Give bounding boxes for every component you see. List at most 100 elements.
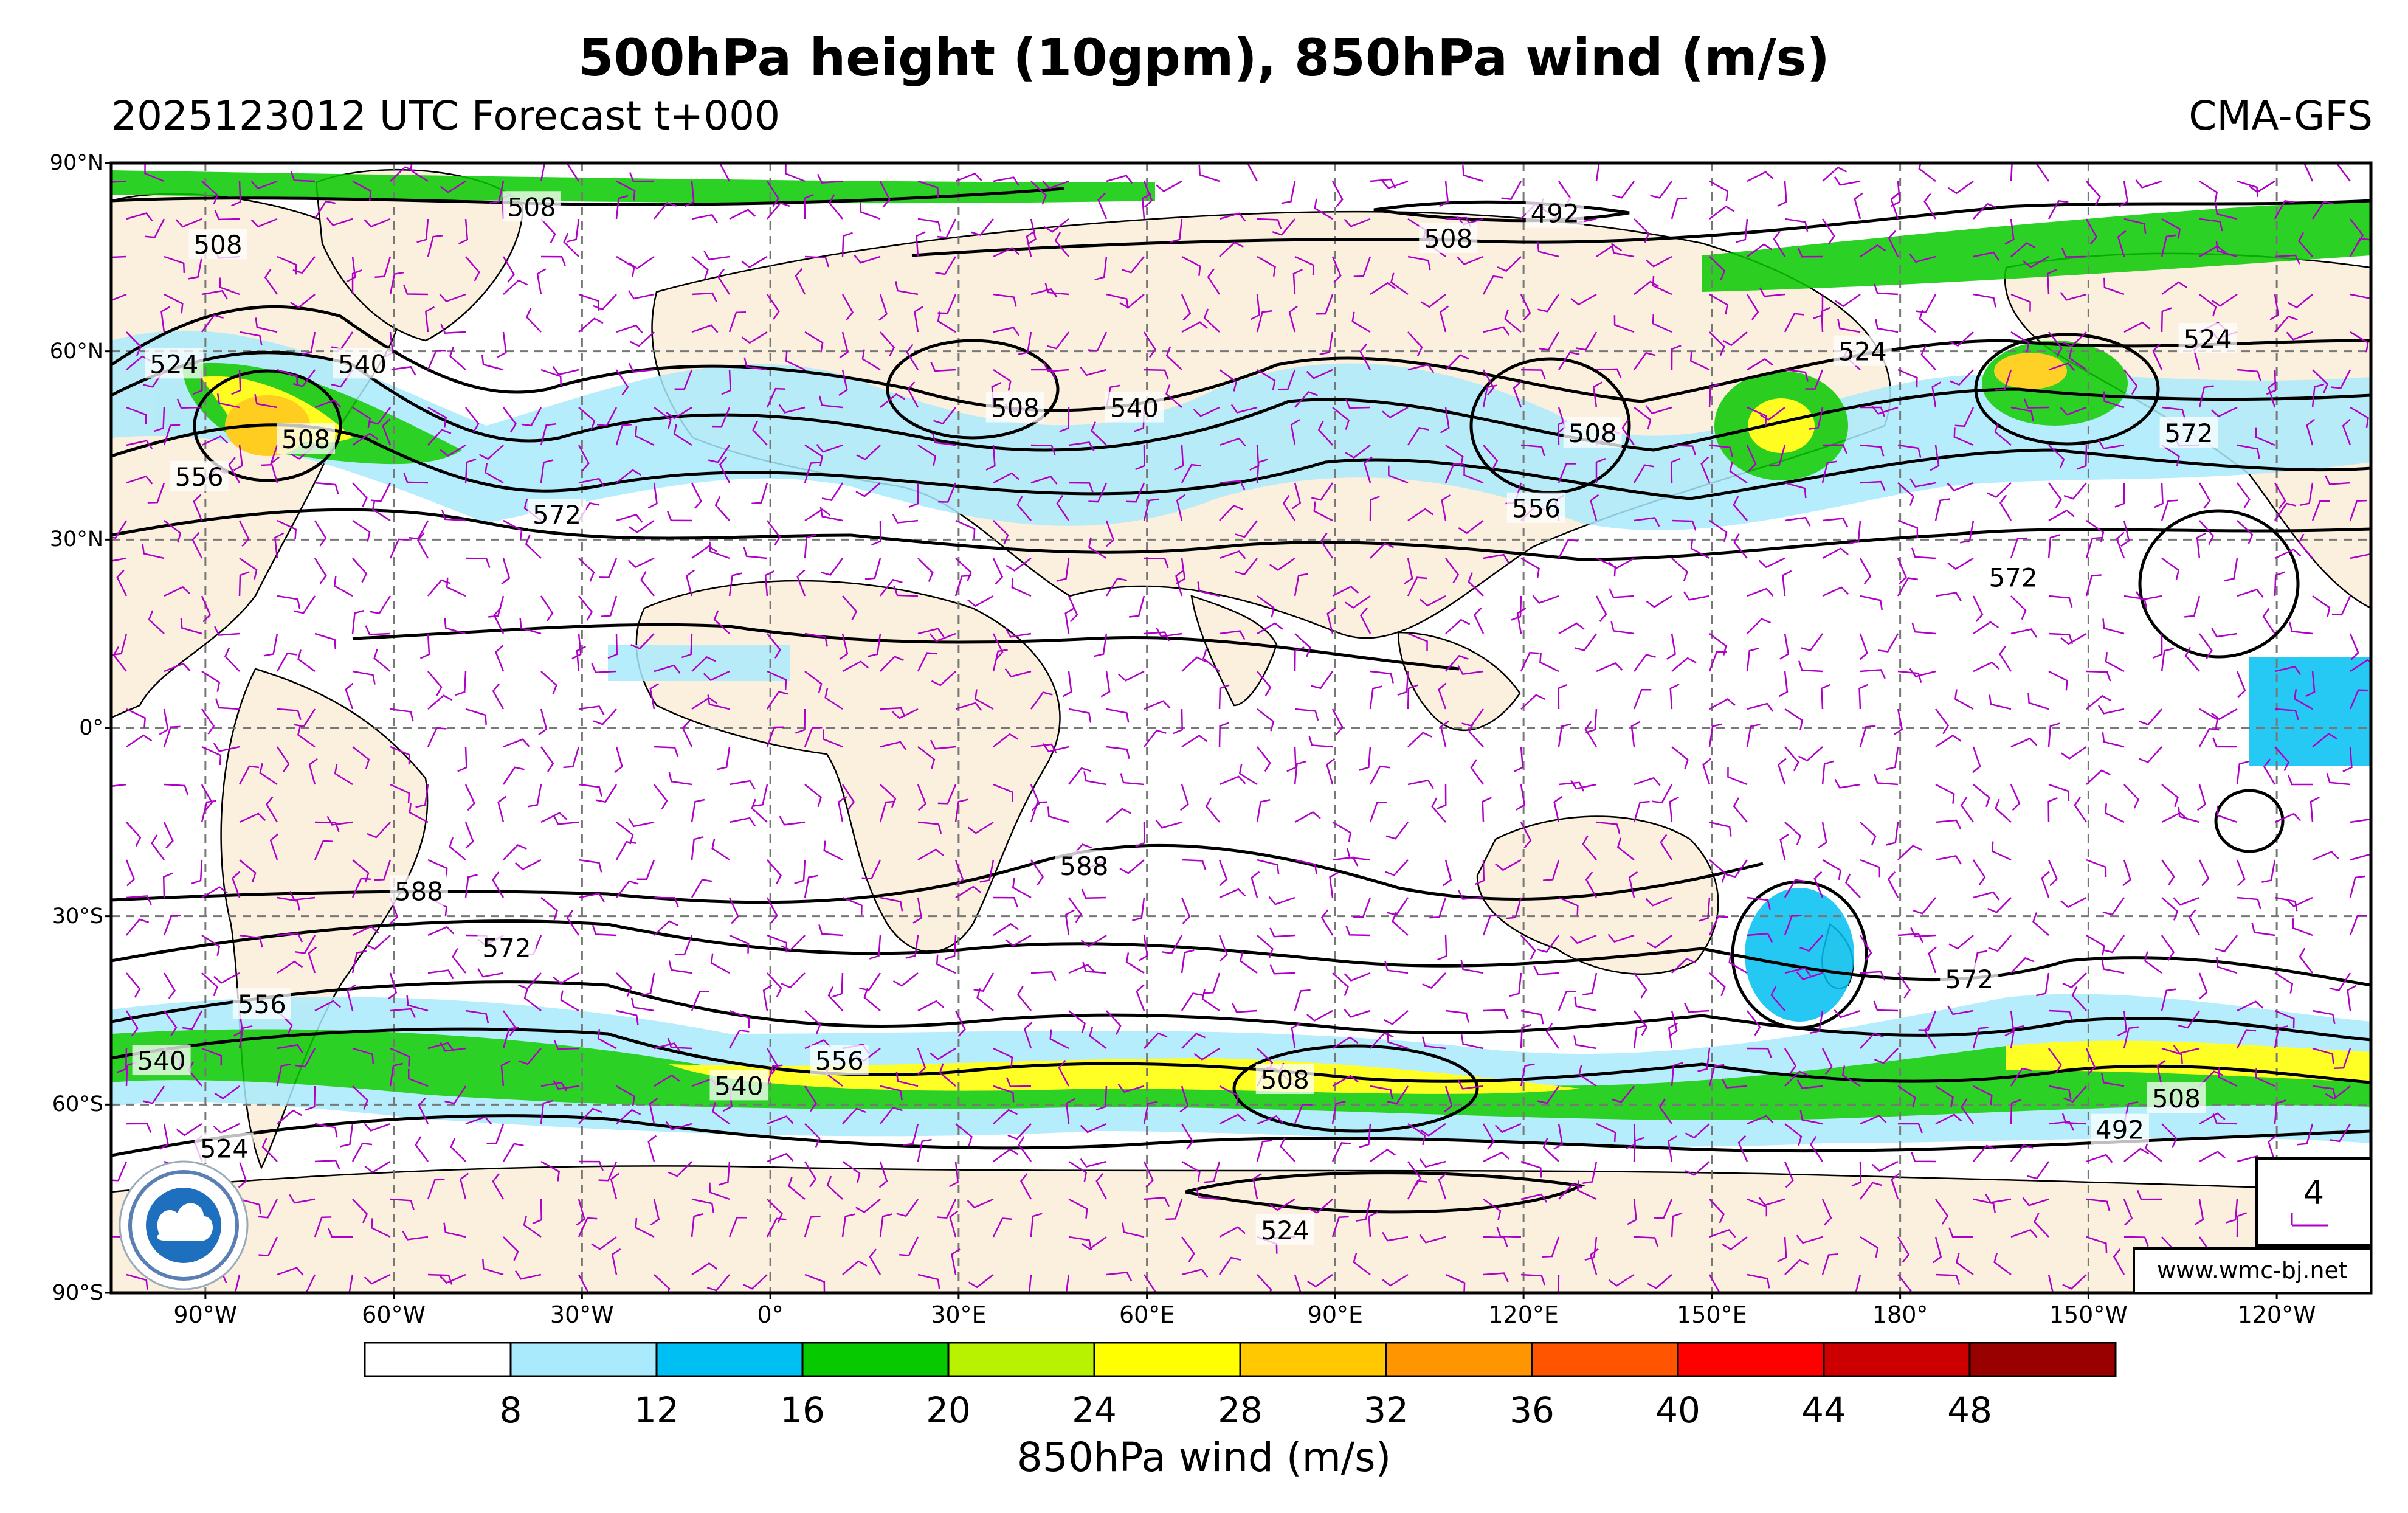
contour-tasman-low (1731, 880, 1868, 1030)
wind-barb (1878, 633, 1899, 653)
wind-barb (2048, 362, 2075, 372)
contour-524-south (111, 1114, 2371, 1157)
wind-barb (1359, 1123, 1371, 1148)
wind-barb (1821, 684, 1831, 710)
wind-barb (1874, 773, 1899, 786)
wind-barb (1320, 909, 1334, 936)
colorbar-segment (1677, 1342, 1825, 1377)
wind-barb (2199, 708, 2218, 730)
wind-barb (390, 708, 414, 722)
wind-barb (1232, 1003, 1258, 1013)
wind-barb (616, 255, 635, 277)
wind-barb (1089, 1026, 1107, 1050)
wind-barb (912, 897, 923, 924)
wind-barb (1421, 1036, 1446, 1050)
wind-barb (938, 482, 957, 503)
wind-barb (1131, 897, 1145, 921)
wind-barb (126, 895, 152, 905)
wind-barb (1143, 331, 1156, 358)
wind-barb (1407, 684, 1418, 710)
wind-barb (1080, 934, 1107, 947)
wind-barb (277, 960, 303, 974)
wind-barb (654, 202, 677, 220)
wind-barb (163, 822, 174, 849)
wind-barb (2122, 859, 2131, 887)
wind-barb (2086, 1236, 2108, 1253)
wind-barb (1821, 1253, 1838, 1275)
wind-barb (1125, 952, 1145, 974)
wind-barb (1796, 1079, 1823, 1089)
wind-barb (1633, 972, 1647, 999)
wind-barb (607, 633, 618, 659)
lon-label: 60°W (362, 1301, 426, 1328)
wind-barb (917, 652, 937, 672)
wind-barb (2249, 180, 2275, 193)
wind-barb (1758, 557, 1785, 569)
wind-barb (816, 443, 843, 453)
wind-barb (1218, 1256, 1241, 1275)
wind-barb (415, 1136, 429, 1162)
contour-label-background (1940, 963, 1999, 994)
wind-barb (1219, 480, 1246, 490)
wind-barb (1685, 1123, 1710, 1139)
wind-barb (2299, 482, 2314, 507)
wind-barb (440, 444, 466, 457)
wind-barb (1837, 319, 1861, 333)
wind-barb (1520, 651, 1540, 672)
wind-barb (2138, 746, 2162, 763)
wind-barb (1407, 508, 1434, 522)
wind-barb (2274, 549, 2302, 559)
wind-barb (1995, 369, 2012, 391)
wind-barb (239, 331, 263, 346)
wind-barb (2274, 1025, 2288, 1049)
wind-barb (1143, 181, 1153, 208)
colorbar-tick-label: 24 (1072, 1390, 1117, 1431)
wind-barb (654, 1042, 681, 1052)
wind-barb (1859, 725, 1876, 747)
wind-barb (2010, 784, 2021, 811)
wind-barb (1256, 310, 1272, 333)
wind-barb (231, 369, 241, 395)
wind-barb (201, 800, 217, 823)
wind-barb (1058, 1059, 1070, 1087)
wind-barb (111, 180, 127, 183)
wind-barb (1313, 501, 1333, 522)
wind-barbs (111, 163, 2371, 1293)
wind-band-arctic-east (1702, 201, 2371, 292)
wind-barb (314, 558, 327, 584)
wind-barb (1973, 203, 1997, 220)
wind-barb (1181, 735, 1208, 748)
colorbar-tick-label: 48 (1947, 1390, 1992, 1431)
wind-barb (1747, 406, 1767, 426)
wind-barb (1482, 915, 1500, 936)
wind-barb (488, 595, 505, 618)
wind-barb (753, 784, 768, 807)
wind-barb (1012, 878, 1032, 899)
wind-barb (407, 1068, 429, 1087)
wind-barb (993, 369, 1012, 391)
wind-barb (743, 357, 768, 371)
wind-barb (1874, 1048, 1899, 1064)
wind-barb (492, 871, 505, 898)
wind-barb (1860, 1236, 1879, 1258)
wind-barb (514, 1270, 542, 1280)
wind-barb (1784, 708, 1803, 730)
wind-barb (277, 1109, 302, 1124)
wind-barb (1332, 407, 1350, 430)
wind-barb (2086, 670, 2111, 682)
wind-barb (2153, 482, 2164, 508)
wind-barb (2023, 398, 2049, 409)
wind-barb (1445, 354, 1470, 370)
wind-barb (364, 218, 391, 228)
wind-barb (540, 459, 554, 483)
wind-barb (985, 445, 996, 471)
wind-barb (993, 176, 1019, 186)
wind-barb (175, 218, 202, 228)
wind-barb (1860, 1115, 1887, 1125)
wind-barb (1972, 746, 1981, 774)
website-box (2133, 1247, 2372, 1294)
wind-barb (1784, 516, 1811, 527)
wind-barb (2215, 204, 2238, 220)
wind-barb (685, 181, 695, 207)
wind-barb (144, 164, 165, 182)
